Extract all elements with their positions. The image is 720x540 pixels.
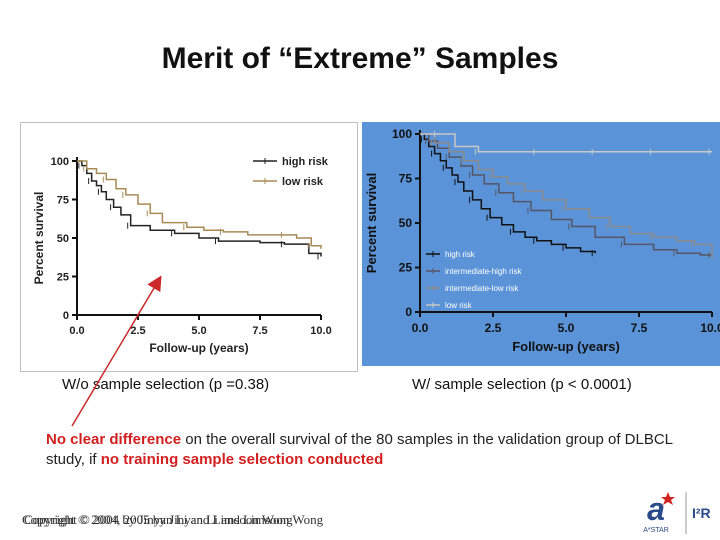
series-line-0 xyxy=(420,133,596,254)
copyright-text: Copyright © 2004, 2005 by Jinyan Li and … xyxy=(22,512,323,528)
y-tick-label: 100 xyxy=(392,127,412,141)
y-tick-label: 50 xyxy=(57,233,69,245)
x-tick-label: 0.0 xyxy=(69,325,84,337)
y-tick-label: 50 xyxy=(399,216,413,230)
x-tick-label: 2.5 xyxy=(485,321,502,335)
slide-title: Merit of “Extreme” Samples xyxy=(161,42,559,75)
logo-text: A*STAR xyxy=(643,527,669,534)
x-tick-label: 0.0 xyxy=(412,321,429,335)
logo-brand: I²R xyxy=(692,505,711,521)
note-text: on the overall survival of the 80 sample… xyxy=(46,431,673,468)
legend-label: intermediate-high risk xyxy=(445,267,522,276)
y-axis-label: Percent survival xyxy=(32,192,46,285)
right-survival-chart: 0 25 50 75 100 0.0 2.5 5.0 7.5 10.0 Follow-up (yea… xyxy=(364,127,720,354)
y-tick-label: 25 xyxy=(399,261,413,275)
left-chart-panel: 0 25 50 75 100 0.0 2.5 5.0 7.5 10.0 Follow-up (yea… xyxy=(20,122,358,372)
series-line-2 xyxy=(420,133,713,259)
series-line-1 xyxy=(420,133,712,256)
series-line-3 xyxy=(420,133,712,153)
y-tick-label: 75 xyxy=(57,194,69,206)
y-axis-label: Percent survival xyxy=(364,173,379,273)
y-tick-label: 25 xyxy=(57,271,69,283)
x-tick-label: 5.0 xyxy=(191,325,206,337)
x-axis-label: Follow-up (years) xyxy=(512,339,620,354)
conclusion-note: No clear difference on the overall survi… xyxy=(46,430,706,470)
caption-right: W/ sample selection (p < 0.0001) xyxy=(412,376,632,393)
copyright-main: Copyright © 2004, 2005 by Jinyan Li and … xyxy=(22,512,324,527)
x-tick-label: 7.5 xyxy=(252,325,267,337)
x-tick-label: 5.0 xyxy=(558,321,575,335)
legend-label: high risk xyxy=(445,250,476,259)
y-tick-label: 100 xyxy=(51,156,69,168)
caption-left: W/o sample selection (p =0.38) xyxy=(62,376,270,393)
right-chart-panel: 0 25 50 75 100 0.0 2.5 5.0 7.5 10.0 Follow-up (yea… xyxy=(362,122,720,366)
y-tick-label: 0 xyxy=(405,305,412,319)
y-tick-label: 75 xyxy=(399,172,413,186)
x-tick-label: 10.0 xyxy=(700,321,720,335)
note-highlight-1: No clear difference xyxy=(46,431,182,448)
legend-label: low risk xyxy=(445,301,473,310)
series-line-0 xyxy=(77,160,322,257)
logo-glyph: a xyxy=(647,491,665,527)
x-axis-label: Follow-up (years) xyxy=(149,341,248,355)
logo-star-icon xyxy=(661,492,675,505)
x-tick-label: 2.5 xyxy=(130,325,145,337)
y-tick-label: 0 xyxy=(63,310,69,322)
legend-label: high risk xyxy=(282,156,329,168)
left-survival-chart: 0 25 50 75 100 0.0 2.5 5.0 7.5 10.0 Follow-up (yea… xyxy=(32,156,332,355)
series-line-1 xyxy=(77,160,322,249)
note-highlight-2: no training sample selection conducted xyxy=(100,451,384,468)
copyright-overlay: Copyright © 2004 by Jinyan Li and Limsoo… xyxy=(24,512,293,527)
x-tick-label: 10.0 xyxy=(310,325,331,337)
astar-logo: a A*STAR I²R xyxy=(643,491,711,534)
legend-label: low risk xyxy=(282,176,324,188)
x-tick-label: 7.5 xyxy=(631,321,648,335)
legend-label: intermediate-low risk xyxy=(445,284,519,293)
